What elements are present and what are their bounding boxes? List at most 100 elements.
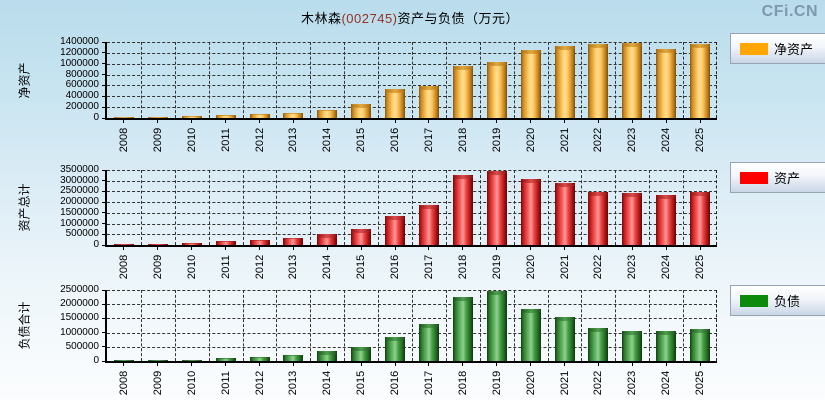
x-tick-label-year: 2009 [151, 127, 164, 153]
x-tick-label-year: 2017 [422, 127, 435, 153]
x-tick-mark [597, 245, 599, 250]
gridline-vertical [378, 42, 380, 118]
bar-total-assets-2015 [351, 229, 372, 245]
bar-cap [249, 239, 270, 241]
bar-cap [452, 175, 473, 180]
gridline-vertical [615, 290, 617, 361]
bar-total-liabilities-2014 [317, 351, 338, 361]
bar-total-liabilities-2019 [486, 290, 507, 361]
bar-cap [486, 290, 507, 295]
x-tick-mark [394, 245, 396, 250]
bar-total-assets-2011 [215, 241, 236, 245]
x-tick-mark [292, 245, 294, 250]
x-tick-mark [326, 361, 328, 366]
gridline-vertical [344, 42, 346, 118]
x-tick-mark [665, 118, 667, 123]
bar-cap [554, 182, 575, 187]
x-tick-mark [225, 245, 227, 250]
bar-net-assets-2016 [385, 88, 406, 118]
y-tick-mark [102, 317, 107, 319]
x-tick-mark [665, 245, 667, 250]
legend-total-liabilities: 负债 [730, 285, 825, 316]
bar-cap [520, 179, 541, 183]
plot-area-total-liabilities: 0 500000 1000000 1500000 2000000 2500000 2008 2… [60, 285, 717, 395]
bar-cap [690, 44, 711, 49]
gridline-vertical [412, 42, 413, 118]
x-tick-mark [665, 361, 667, 366]
x-tick-mark [360, 245, 362, 250]
bar-total-liabilities-2024 [656, 330, 677, 361]
bar-total-assets-2019 [486, 170, 507, 245]
bar-cap [656, 330, 677, 335]
y-tick-label: 2000000 [60, 298, 99, 310]
bar-net-assets-2015 [351, 104, 372, 118]
gridline-vertical [242, 290, 244, 361]
x-tick-mark [699, 118, 701, 123]
bar-cap [622, 42, 643, 47]
x-tick-label-year: 2016 [389, 254, 402, 280]
bar-total-assets-2020 [520, 179, 541, 245]
x-tick-label-year: 2013 [287, 127, 300, 153]
x-tick-label-year: 2008 [117, 254, 130, 280]
chart-title-suffix: 资产与负债（万元） [397, 11, 520, 26]
x-tick-mark [631, 118, 633, 123]
y-tick-mark [102, 360, 107, 362]
x-tick-mark [699, 361, 701, 366]
x-tick-label-year: 2018 [456, 127, 469, 153]
bar-cap [622, 330, 643, 335]
bar-cap [588, 327, 609, 332]
x-tick-mark [157, 361, 159, 366]
x-tick-label-year: 2011 [219, 255, 232, 279]
gridline-vertical [716, 42, 717, 118]
x-tick-label-year: 2011 [219, 371, 232, 395]
x-tick-label-year: 2025 [694, 370, 707, 396]
x-tick-mark [191, 361, 193, 366]
bar-cap [554, 45, 575, 50]
gridline-vertical [276, 170, 278, 245]
x-tick-mark [259, 245, 260, 250]
x-tick-mark [530, 118, 532, 123]
bar-total-assets-2012 [249, 239, 270, 245]
x-tick-label-year: 2020 [524, 370, 537, 396]
y-tick-label: 800000 [65, 68, 99, 80]
gridline-vertical [378, 170, 380, 245]
x-tick-label-year: 2010 [185, 127, 198, 153]
gridline-vertical [174, 42, 176, 118]
y-tick-label: 0 [93, 112, 99, 123]
gridline-vertical [208, 290, 210, 361]
x-tick-label-year: 2021 [558, 370, 571, 396]
y-tick-mark [102, 169, 107, 171]
x-tick-mark [530, 245, 532, 250]
bar-cap [317, 110, 338, 112]
legend-swatch-net-assets-icon [740, 42, 768, 55]
x-tick-label-year: 2014 [321, 254, 334, 280]
x-tick-label-year: 2022 [592, 254, 605, 280]
bar-total-assets-2017 [418, 205, 439, 245]
gridline-vertical [412, 290, 413, 361]
bar-total-liabilities-2012 [249, 356, 270, 361]
x-tick-label-year: 2010 [185, 254, 198, 280]
bar-net-assets-2018 [452, 65, 473, 118]
x-tick-mark [157, 245, 159, 250]
x-tick-mark [564, 118, 565, 123]
bar-total-assets-2008 [113, 243, 134, 245]
bar-net-assets-2017 [418, 85, 439, 118]
bar-cap [452, 297, 473, 302]
y-tick-mark [102, 233, 107, 235]
bar-cap [622, 192, 643, 197]
bar-cap [520, 49, 541, 54]
legend-net-assets: 净资产 [730, 33, 825, 64]
x-tick-label-year: 2024 [660, 254, 673, 280]
gridline-vertical [242, 170, 244, 245]
gridline-vertical [174, 290, 176, 361]
gridline-vertical [174, 170, 176, 245]
y-tick-label: 0 [93, 355, 99, 366]
x-tick-mark [157, 118, 159, 123]
gridline-vertical [513, 42, 515, 118]
x-tick-mark [292, 361, 294, 366]
gridline-vertical [649, 170, 651, 245]
x-tick-mark [631, 245, 633, 250]
x-tick-label-year: 2008 [117, 370, 130, 396]
gridline-vertical [683, 170, 685, 245]
legend-total-assets: 资产 [730, 162, 825, 193]
